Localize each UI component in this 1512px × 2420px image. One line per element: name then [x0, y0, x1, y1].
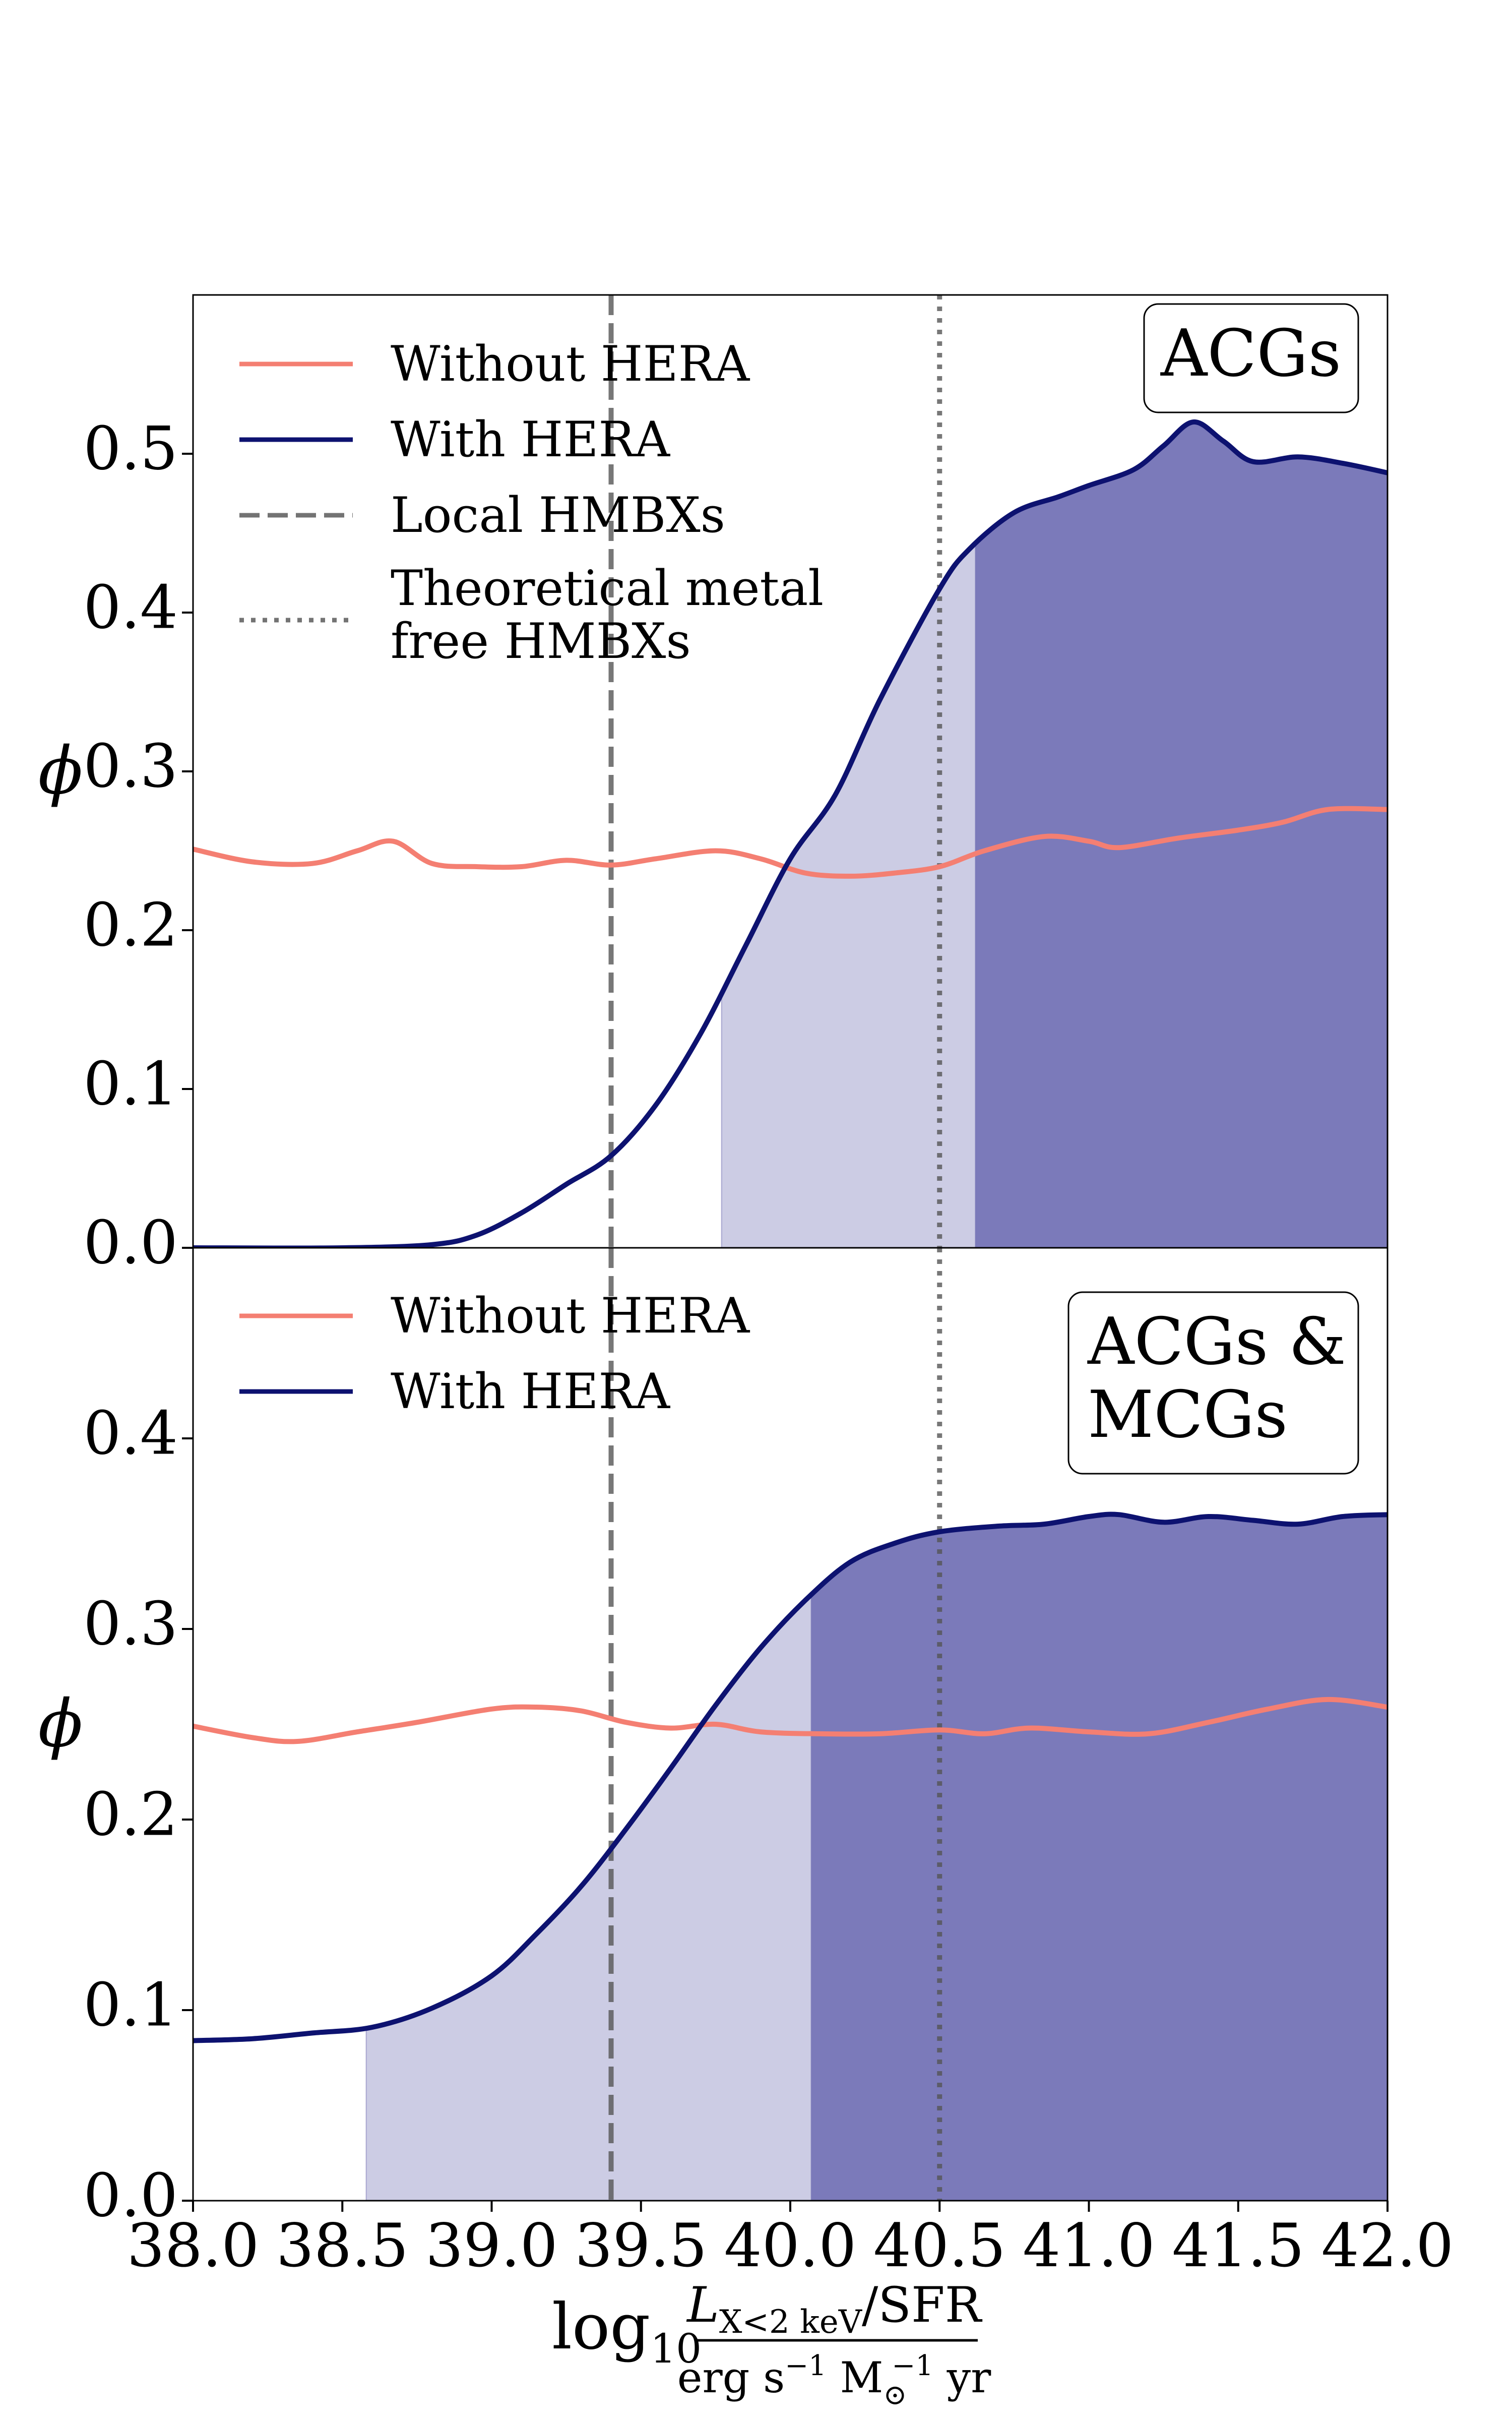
x-tick-label: 40.5 — [873, 2211, 1006, 2280]
y-tick-label: 0.2 — [83, 1780, 178, 1849]
x-tick-label: 39.5 — [575, 2211, 707, 2280]
panel-acgs-mcgs: 0.0 0.1 0.2 0.3 0.4 38.0 38.5 39.0 39.5 40.0 40.5… — [38, 1247, 1454, 2280]
reference-lines — [608, 1248, 942, 2201]
series-line-with-hera — [193, 1511, 1388, 2043]
x-axis-label: log10 LX<2 keV/SFR erg s−1 M⊙−1 yr — [552, 2277, 991, 2411]
y-tick-label: 0.5 — [83, 414, 178, 483]
x-tick-label: 38.0 — [127, 2211, 260, 2280]
legend-label-metal-free-hmbxs-line1: Theoretical metal — [391, 560, 824, 617]
legend-label-metal-free-hmbxs-line2: free HMBXs — [391, 613, 691, 670]
y-axis: 0.0 0.1 0.2 0.3 0.4 0.5 — [83, 414, 193, 1278]
annotation-label-line1: ACGs & — [1087, 1304, 1346, 1379]
x-label-denominator-sun-sub: ⊙ — [883, 2379, 907, 2411]
x-label-denominator-sup2: −1 — [892, 2349, 933, 2382]
legend-label-without-hera: Without HERA — [391, 336, 750, 392]
series-lines — [193, 419, 1388, 1248]
legend-label-without-hera: Without HERA — [391, 1288, 750, 1344]
legend-label-with-hera: With HERA — [391, 1363, 671, 1420]
y-tick-label: 0.3 — [83, 1589, 178, 1659]
annotation-box: ACGs & MCGs — [1067, 1291, 1359, 1475]
x-label-denominator-sup1: −1 — [785, 2349, 827, 2382]
y-axis: 0.0 0.1 0.2 0.3 0.4 — [83, 1399, 193, 2230]
annotation-label: ACGs — [1160, 316, 1341, 391]
annotation-label-line2: MCGs — [1088, 1377, 1288, 1453]
x-label-numerator-rest: /SFR — [862, 2277, 983, 2333]
legend: Without HERA With HERA Local HMBXs Theor… — [239, 336, 824, 670]
y-axis-label: ϕ — [38, 1685, 83, 1762]
y-tick-label: 0.4 — [83, 1399, 178, 1468]
y-tick-label: 0.0 — [83, 2161, 178, 2230]
series-lines — [193, 1511, 1388, 2043]
x-label-log-base: 10 — [650, 2325, 702, 2372]
svg-text:erg s−1 M⊙−1 yr: erg s−1 M⊙−1 yr — [677, 2349, 991, 2411]
x-tick-label: 39.0 — [425, 2211, 558, 2280]
x-tick-label: 41.0 — [1023, 2211, 1155, 2280]
x-label-denominator-erg: erg s — [677, 2353, 785, 2402]
y-tick-label: 0.4 — [83, 573, 178, 642]
panel-acgs: 0.0 0.1 0.2 0.3 0.4 0.5 ϕ Without HERA With H… — [38, 294, 1389, 1278]
x-tick-label: 38.5 — [276, 2211, 409, 2280]
y-tick-label: 0.1 — [83, 1049, 178, 1119]
legend-label-local-hmbxs: Local HMBXs — [391, 487, 725, 543]
x-tick-label: 41.5 — [1172, 2211, 1304, 2280]
svg-text:log10: log10 — [552, 2290, 702, 2372]
annotation-box: ACGs — [1143, 303, 1359, 413]
x-label-denominator-yr: yr — [933, 2353, 991, 2402]
shaded-regions — [365, 1514, 1388, 2201]
y-tick-label: 0.0 — [83, 1208, 178, 1278]
x-label-denominator-msun: M — [827, 2353, 884, 2402]
x-tick-label: 42.0 — [1321, 2211, 1454, 2280]
reference-lines — [608, 295, 942, 1248]
svg-text:LX<2 keV/SFR: LX<2 keV/SFR — [686, 2277, 983, 2341]
legend: Without HERA With HERA — [239, 1288, 750, 1420]
x-label-log: log — [552, 2290, 650, 2364]
shaded-region-95-interval — [810, 1514, 1388, 2201]
series-line-without-hera — [193, 1697, 1388, 1744]
x-axis: 38.0 38.5 39.0 39.5 40.0 40.5 41.0 41.5 42.0 — [127, 2201, 1454, 2280]
legend-label-with-hera: With HERA — [391, 411, 671, 468]
x-tick-label: 40.0 — [724, 2211, 857, 2280]
y-tick-label: 0.3 — [83, 732, 178, 801]
series-line-with-hera — [193, 419, 1388, 1248]
x-label-numerator-subscript: X<2 keV — [719, 2304, 863, 2341]
y-tick-label: 0.2 — [83, 890, 178, 960]
y-tick-label: 0.1 — [83, 1970, 178, 2040]
y-axis-label: ϕ — [38, 733, 83, 809]
x-label-numerator-symbol: L — [686, 2277, 719, 2333]
